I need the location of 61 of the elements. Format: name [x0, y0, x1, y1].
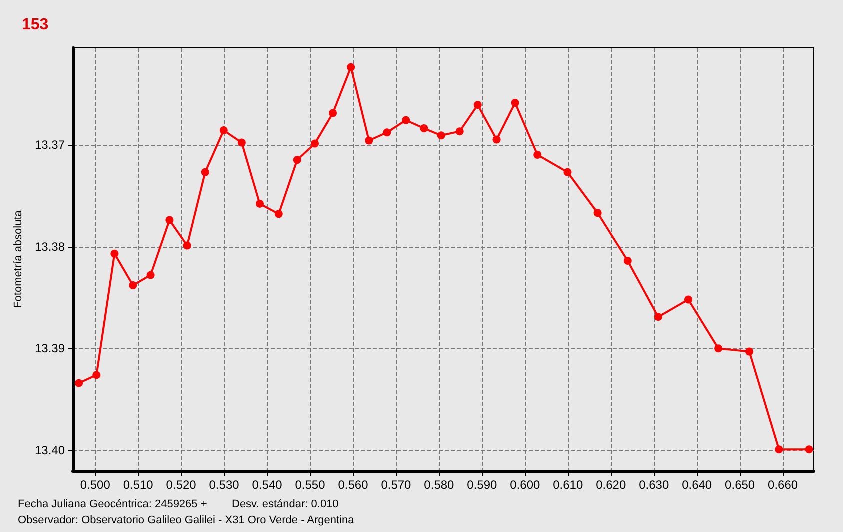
point	[456, 128, 464, 136]
x-tick-label: 0.580	[424, 478, 455, 492]
x-tick-label: 0.540	[252, 478, 283, 492]
point	[714, 344, 723, 353]
point	[365, 136, 374, 145]
point	[129, 281, 138, 290]
point	[201, 168, 210, 176]
point	[183, 242, 192, 250]
point	[166, 216, 174, 224]
point	[274, 210, 283, 218]
x-tick-label: 0.620	[596, 478, 626, 492]
point	[624, 257, 632, 266]
point	[402, 116, 410, 124]
x-tick-label: 0.600	[510, 478, 541, 492]
point	[534, 151, 542, 160]
point	[293, 156, 302, 164]
y-axis-title: Fotometría absoluta	[12, 210, 25, 308]
x-tick-label: 0.510	[123, 478, 154, 492]
x-tick-label: 0.530	[209, 478, 240, 492]
point	[684, 296, 692, 304]
point	[511, 99, 520, 108]
point	[564, 168, 572, 176]
point	[329, 109, 338, 118]
text: Desv. estándar: 0.010	[232, 498, 339, 510]
point	[383, 128, 392, 137]
point	[746, 348, 754, 356]
x-tick-label: 0.590	[467, 478, 498, 492]
text: Observador: Observatorio Galileo Galilei - X31 Oro Verde - Argentina	[18, 514, 356, 526]
point	[594, 209, 602, 218]
point	[474, 101, 482, 110]
point	[75, 379, 84, 388]
x-tick-label: 0.640	[682, 478, 712, 492]
point	[492, 136, 501, 144]
point	[347, 63, 356, 72]
point	[310, 140, 319, 148]
point	[146, 271, 155, 280]
point	[256, 200, 264, 208]
point	[92, 371, 101, 380]
point	[775, 446, 784, 454]
y-tick-label: 13.37	[34, 138, 66, 152]
point	[437, 132, 446, 140]
point	[238, 138, 246, 147]
x-tick-label: 0.570	[381, 478, 412, 492]
chart-title: 153	[22, 16, 49, 34]
point	[420, 124, 428, 133]
x-tick-label: 0.550	[295, 478, 326, 492]
x-tick-label: 0.520	[166, 478, 197, 492]
point	[220, 126, 228, 135]
point	[654, 313, 662, 322]
x-tick-label: 0.660	[768, 478, 798, 492]
y-tick-label: 13.38	[34, 240, 66, 254]
y-tick-label: 13.40	[34, 444, 66, 458]
text: Fecha Juliana Geocéntrica: 2459265 +	[18, 498, 208, 510]
x-tick-label: 0.610	[553, 478, 584, 492]
x-tick-label: 0.650	[725, 478, 756, 492]
point	[805, 446, 814, 454]
y-tick-label: 13.39	[34, 342, 66, 356]
x-tick-label: 0.560	[338, 478, 369, 492]
x-tick-label: 0.500	[80, 478, 111, 492]
x-tick-label: 0.630	[639, 478, 670, 492]
point	[110, 250, 119, 258]
